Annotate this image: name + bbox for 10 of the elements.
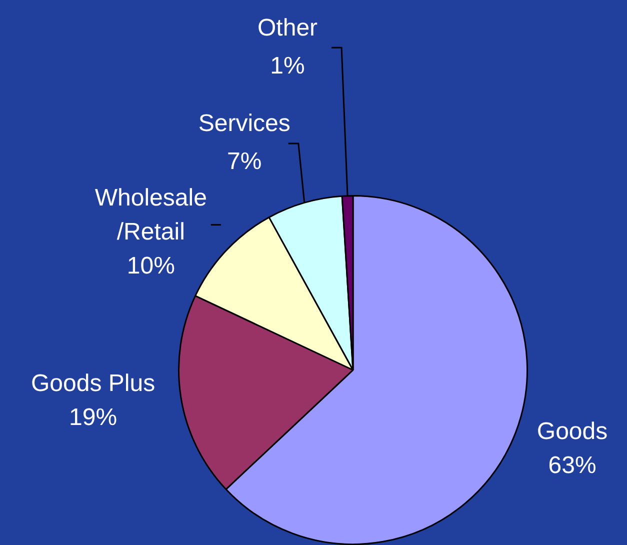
- data-label: 10%: [126, 252, 175, 280]
- slice-label: Services: [198, 110, 290, 138]
- data-label: 19%: [69, 404, 118, 431]
- slice-label: Wholesale /Retail: [94, 184, 207, 246]
- slice-label: Goods Plus: [31, 370, 156, 397]
- data-label: 1%: [270, 52, 305, 80]
- data-label: 63%: [548, 452, 596, 480]
- slice-label: Other: [258, 14, 318, 42]
- slice-label: Goods: [536, 418, 608, 446]
- data-label: 7%: [227, 148, 262, 176]
